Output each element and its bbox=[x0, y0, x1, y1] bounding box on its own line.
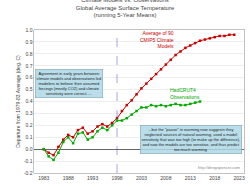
svg-text:0.9: 0.9 bbox=[26, 39, 33, 45]
svg-text:HadCRUT4Observations: HadCRUT4Observations bbox=[170, 87, 200, 100]
svg-text:1993: 1993 bbox=[87, 175, 98, 181]
svg-text:Agreement in early years betwe: Agreement in early years betweenclimate … bbox=[37, 71, 102, 97]
svg-text:Departure from 1979-83 Average: Departure from 1979-83 Average (deg. C) bbox=[15, 55, 21, 148]
svg-text:2008: 2008 bbox=[160, 175, 171, 181]
svg-text:2018: 2018 bbox=[209, 175, 220, 181]
svg-text:0.2: 0.2 bbox=[26, 122, 33, 128]
svg-text:0.7: 0.7 bbox=[26, 63, 33, 69]
svg-text:1998: 1998 bbox=[111, 175, 122, 181]
svg-text:2023: 2023 bbox=[234, 175, 245, 181]
svg-text:2003: 2003 bbox=[136, 175, 147, 181]
svg-text:1983: 1983 bbox=[38, 175, 49, 181]
svg-text:0.6: 0.6 bbox=[26, 74, 33, 80]
svg-text:0.4: 0.4 bbox=[26, 98, 33, 104]
svg-text:-0.2: -0.2 bbox=[24, 170, 33, 176]
svg-text:Average of 90CMIP5 ClimateMode: Average of 90CMIP5 ClimateModels bbox=[140, 30, 174, 49]
svg-text:2013: 2013 bbox=[185, 175, 196, 181]
svg-text:-0.1: -0.1 bbox=[24, 158, 33, 164]
svg-text:0.0: 0.0 bbox=[26, 146, 33, 152]
svg-text:Climate Models vs. Observation: Climate Models vs. ObservationsGlobal Av… bbox=[76, 0, 175, 18]
svg-text:1988: 1988 bbox=[63, 175, 74, 181]
svg-text:0.8: 0.8 bbox=[26, 51, 33, 57]
svg-text:http://drroyspencer.com: http://drroyspencer.com bbox=[198, 165, 240, 170]
svg-text:0.1: 0.1 bbox=[26, 134, 33, 140]
svg-text:...but the "pause" in warming: ...but the "pause" in warming now sugges… bbox=[142, 127, 241, 153]
svg-text:1.0: 1.0 bbox=[26, 27, 33, 33]
svg-text:0.5: 0.5 bbox=[26, 86, 33, 92]
svg-text:0.3: 0.3 bbox=[26, 110, 33, 116]
